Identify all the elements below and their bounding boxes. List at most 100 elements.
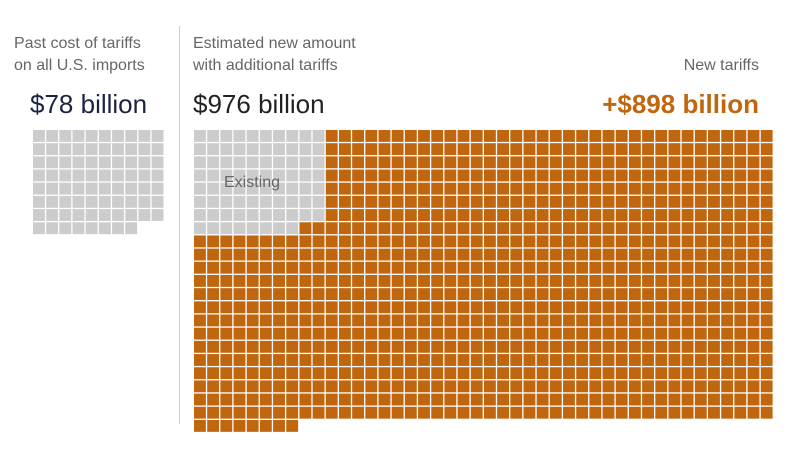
tariff-square [747,130,760,142]
tariff-square [233,327,246,340]
tariff-square [246,301,259,314]
tariff-square [444,314,457,327]
tariff-square [655,195,668,208]
tariff-square [655,393,668,406]
tariff-square [431,288,444,301]
tariff-square [483,222,496,235]
tariff-square [444,248,457,261]
tariff-square [523,182,536,195]
tariff-square [207,248,220,261]
tariff-square [378,288,391,301]
tariff-square [404,301,417,314]
new-amount-label-line-2: with additional tariffs [193,57,338,74]
tariff-square [536,354,549,366]
past-cost-square [112,143,124,156]
tariff-square [681,327,694,340]
tariff-square [207,340,220,353]
tariff-square [233,393,246,406]
tariff-square [233,367,246,380]
tariff-square [418,367,430,380]
tariff-square [286,301,299,314]
tariff-square [470,182,483,195]
past-cost-square [98,130,111,142]
tariff-square [286,380,299,393]
tariff-square [747,209,760,221]
tariff-square [391,301,404,314]
tariff-square [444,195,457,208]
past-cost-square [85,130,98,142]
past-cost-square [59,222,72,235]
tariff-square [325,406,338,419]
tariff-square [734,367,747,380]
tariff-square [338,288,351,301]
tariff-square [589,248,602,261]
tariff-square [470,393,483,406]
tariff-square [194,156,206,169]
tariff-square [457,406,470,419]
tariff-square [273,406,285,419]
tariff-square [576,248,589,261]
tariff-square [602,340,615,353]
tariff-square [747,274,760,287]
tariff-square [352,288,365,301]
tariff-square [286,340,299,353]
tariff-square [655,261,668,274]
tariff-square [365,261,378,274]
tariff-square [378,367,391,380]
tariff-square [431,261,444,274]
tariff-square [510,169,523,182]
tariff-square [708,169,720,182]
past-cost-square [151,195,164,208]
tariff-square [259,367,272,380]
tariff-square [589,130,602,142]
tariff-square [510,288,523,301]
tariff-square [642,380,654,393]
tariff-square [431,354,444,366]
tariff-square [536,406,549,419]
past-cost-square [125,195,138,208]
tariff-square [378,274,391,287]
tariff-square [747,288,760,301]
tariff-square [747,182,760,195]
tariff-square [628,393,641,406]
past-cost-square [85,222,98,235]
tariff-square [523,393,536,406]
tariff-square [681,406,694,419]
tariff-square [576,406,589,419]
tariff-square [246,222,259,235]
tariff-square [708,143,720,156]
past-cost-square [125,209,138,221]
past-cost-square [125,156,138,169]
past-cost-square [151,182,164,195]
tariff-square [325,235,338,248]
tariff-square [233,406,246,419]
tariff-square [444,327,457,340]
tariff-square [220,393,233,406]
tariff-square [655,327,668,340]
tariff-square [299,195,312,208]
tariff-square [721,274,734,287]
tariff-square [497,143,510,156]
tariff-square [602,327,615,340]
tariff-square [404,169,417,182]
tariff-square [352,195,365,208]
tariff-square [246,340,259,353]
tariff-square [615,235,628,248]
tariff-square [523,248,536,261]
tariff-square [642,235,654,248]
tariff-square [497,393,510,406]
tariff-square [299,156,312,169]
tariff-square [602,130,615,142]
tariff-square [233,222,246,235]
tariff-square [642,393,654,406]
tariff-square [391,406,404,419]
past-cost-square [33,195,45,208]
tariff-square [312,354,325,366]
tariff-square [694,301,707,314]
tariff-square [655,274,668,287]
tariff-square [220,209,233,221]
tariff-square [418,169,430,182]
tariff-square [431,393,444,406]
tariff-square [391,340,404,353]
tariff-square [760,274,773,287]
